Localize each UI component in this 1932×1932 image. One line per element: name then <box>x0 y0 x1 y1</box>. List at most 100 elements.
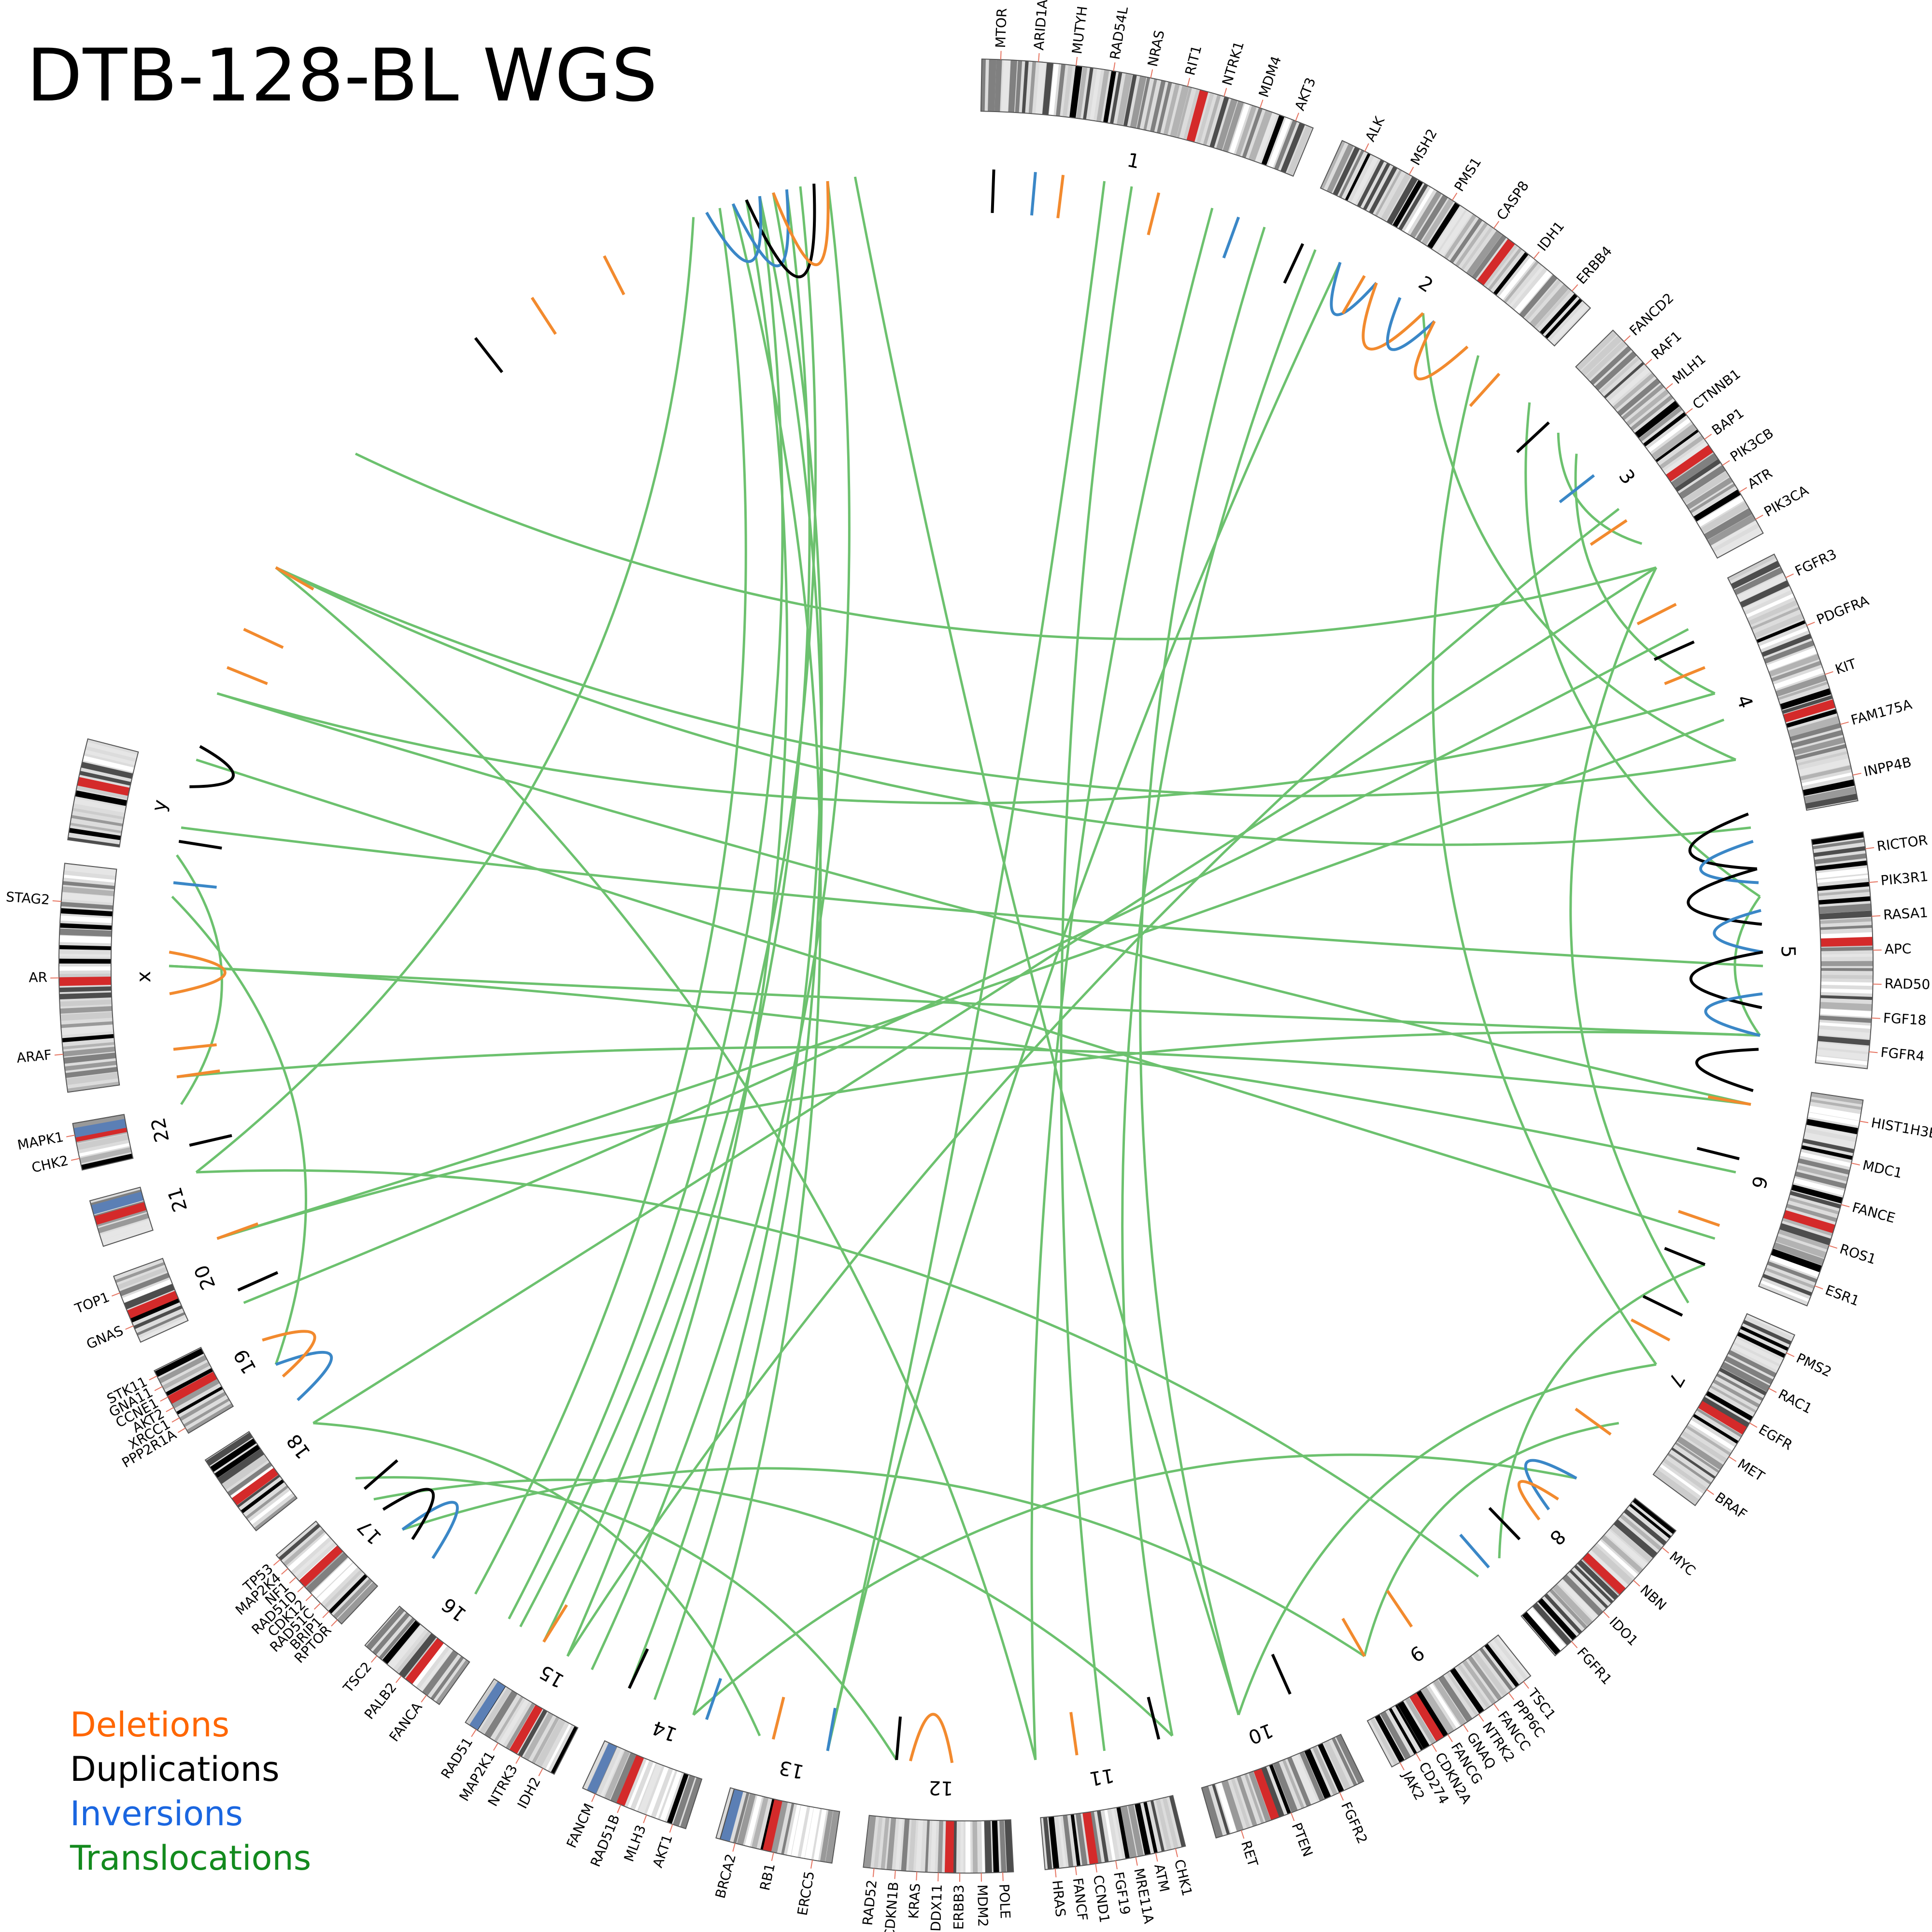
gene-label: PTEN <box>1289 1820 1316 1859</box>
sv-loop <box>1330 262 1378 316</box>
band <box>1647 417 1691 453</box>
band <box>183 1398 230 1427</box>
chromosome-label: 6 <box>1747 1173 1772 1191</box>
band <box>1216 1782 1237 1833</box>
gene-tick <box>1869 881 1878 883</box>
sv-loop <box>909 1713 954 1763</box>
band <box>1155 1798 1172 1851</box>
band <box>60 1006 113 1014</box>
band <box>1514 270 1552 314</box>
gene-label: MLH1 <box>1669 351 1709 387</box>
band <box>1274 120 1297 170</box>
band <box>1028 61 1037 114</box>
band <box>1111 1808 1123 1860</box>
band <box>63 1046 115 1057</box>
band <box>1585 341 1627 380</box>
band <box>1244 1773 1264 1824</box>
sv-loop <box>1524 1459 1577 1511</box>
translocation-link <box>196 1169 1479 1577</box>
band <box>1404 187 1435 234</box>
sv-loop <box>1695 1048 1759 1092</box>
gene-tick <box>515 1756 521 1764</box>
chromosome-label: 4 <box>1732 692 1757 711</box>
band <box>1817 881 1870 891</box>
band <box>787 1804 801 1856</box>
band <box>1663 441 1710 477</box>
sv-loop <box>1688 812 1757 870</box>
gene-tick <box>1841 1204 1850 1208</box>
band <box>62 886 114 896</box>
gene-tick <box>370 1655 378 1663</box>
band <box>328 1574 368 1614</box>
band <box>1392 180 1423 228</box>
translocation-link <box>1237 1363 1657 1716</box>
centromere-marker <box>127 1291 179 1319</box>
chromosome-label: y <box>148 798 172 813</box>
band <box>1326 143 1354 193</box>
band <box>1790 1191 1841 1209</box>
band <box>1751 607 1800 630</box>
gene-tick <box>1523 1681 1529 1689</box>
band <box>1779 1223 1832 1246</box>
gene-label: PIK3R1 <box>1880 868 1929 889</box>
chromosome-5: 5 RICTOR PIK3R1 RASA1 APC RAD50 FGF18 FGFR4 <box>1777 831 1931 1069</box>
band <box>1733 1337 1783 1365</box>
band <box>254 1495 297 1531</box>
gene-label: PIK3CB <box>1727 425 1776 465</box>
band <box>1544 298 1583 339</box>
translocation-link <box>1524 402 1761 898</box>
gene-tick <box>1339 1792 1344 1801</box>
band <box>210 1438 257 1472</box>
band <box>1796 1165 1848 1182</box>
band <box>1795 744 1847 761</box>
sv-loop <box>401 1501 459 1559</box>
band <box>1042 62 1053 115</box>
band <box>1788 1197 1839 1215</box>
band <box>1811 1092 1863 1105</box>
band <box>1116 73 1133 126</box>
band <box>61 901 114 910</box>
gene-label: FGFR2 <box>1338 1800 1371 1847</box>
gene-label: INPP4B <box>1862 754 1913 780</box>
band <box>237 1474 281 1508</box>
gene-tick <box>1478 1714 1484 1722</box>
translocation-link <box>508 196 784 1619</box>
band <box>1775 1236 1827 1259</box>
legend-duplications: Duplications <box>70 1749 280 1789</box>
gene-label: RIT1 <box>1182 43 1205 77</box>
translocation-link <box>1060 186 1133 1751</box>
band <box>1763 640 1815 664</box>
gene-tick <box>1240 1830 1245 1839</box>
band <box>1811 832 1864 845</box>
band <box>388 1625 426 1669</box>
band <box>1537 1598 1577 1641</box>
band <box>59 935 112 944</box>
band <box>972 1820 978 1873</box>
band <box>825 1810 840 1863</box>
gene-tick <box>71 1158 80 1161</box>
gene-label: BAP1 <box>1709 405 1747 438</box>
band <box>1761 633 1812 657</box>
gene-label: RB1 <box>757 1862 778 1892</box>
gene-label: AKT3 <box>1292 75 1319 113</box>
band <box>1544 1593 1582 1634</box>
band <box>59 928 112 937</box>
chromosome-17: 17RPTORBRIP1RAD51CCDK12RAD51DNF1MAP2K4TP… <box>232 1515 386 1666</box>
band <box>1471 234 1506 280</box>
band <box>59 999 112 1007</box>
band <box>1771 660 1822 682</box>
band <box>1731 1344 1780 1371</box>
band <box>1467 1656 1502 1701</box>
gene-label: MDM4 <box>1256 54 1285 99</box>
band <box>1519 274 1558 318</box>
chromosome-1: 1 MTOR ARID1A MUTYH RAD54L NRAS RIT1 NTRK1 MDM4 A… <box>980 0 1319 177</box>
gene-tick <box>1871 1017 1880 1019</box>
band <box>1604 362 1645 399</box>
band <box>1745 593 1795 618</box>
gene-label: MTOR <box>993 8 1010 48</box>
sv-tick <box>895 1716 902 1760</box>
band <box>1626 389 1669 426</box>
band <box>1685 1425 1732 1456</box>
gene-tick <box>313 1603 321 1610</box>
